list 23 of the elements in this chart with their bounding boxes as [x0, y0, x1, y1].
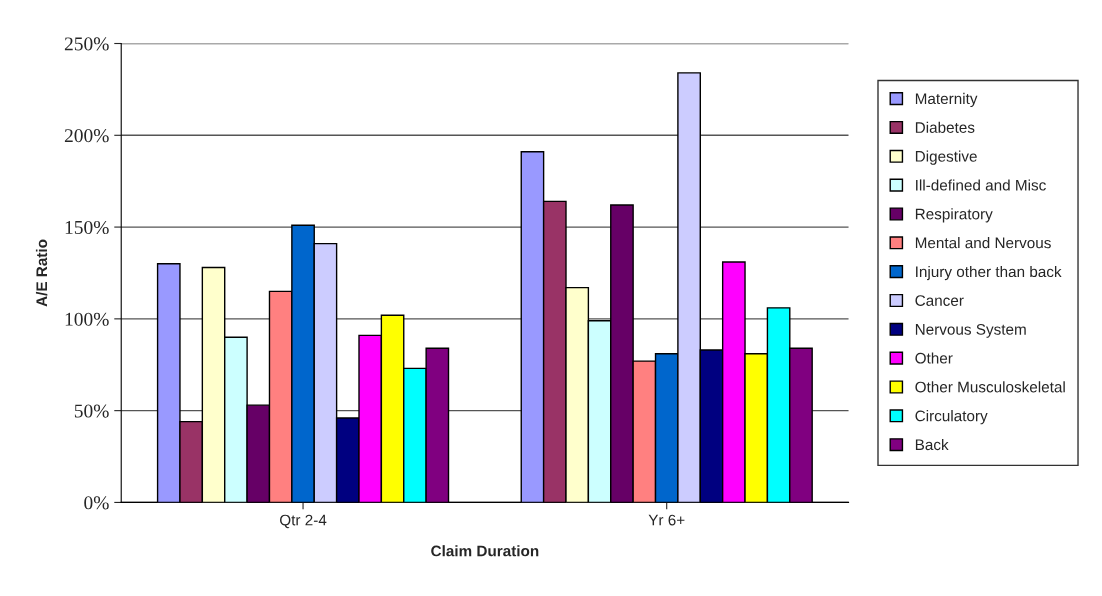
- x-tick-label: Yr 6+: [648, 514, 685, 526]
- legend-label: Maternity: [915, 92, 978, 108]
- y-tick-label: 250%: [64, 37, 109, 51]
- x-axis-title: Claim Duration: [431, 545, 539, 557]
- y-tick-label: 50%: [74, 404, 109, 418]
- legend-label: Nervous System: [915, 323, 1026, 338]
- y-tick-label: 100%: [65, 312, 109, 326]
- legend-label: Diabetes: [915, 121, 975, 133]
- y-tick-label: 150%: [65, 220, 109, 235]
- legend-label: Circulatory: [915, 410, 988, 425]
- legend-label: Other Musculoskeletal: [915, 381, 1065, 393]
- legend-label: Digestive: [915, 150, 977, 165]
- legend-label: Cancer: [915, 295, 964, 306]
- legend-label: Mental and Nervous: [915, 237, 1051, 249]
- x-tick-label: Qtr 2-4: [280, 514, 327, 529]
- legend-label: Back: [915, 438, 949, 451]
- y-tick-label: 200%: [64, 129, 109, 143]
- legend-label: Other: [915, 352, 953, 364]
- legend-label: Respiratory: [915, 208, 993, 223]
- legend-label: Ill-defined and Misc: [916, 179, 1046, 191]
- y-tick-label: 0%: [84, 496, 109, 510]
- y-axis-title: A/E Ratio: [35, 239, 48, 307]
- legend-label: Injury other than back: [916, 265, 1062, 281]
